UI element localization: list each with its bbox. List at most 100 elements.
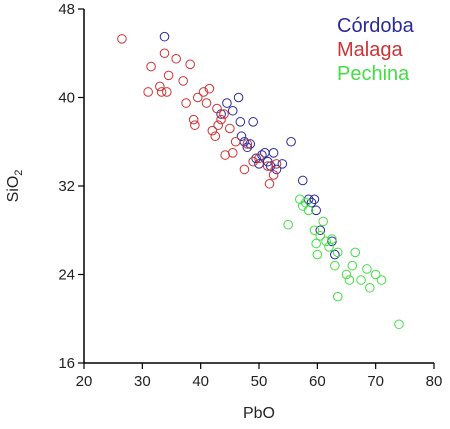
data-point — [330, 249, 340, 260]
data-point — [341, 269, 352, 280]
data-point — [257, 150, 267, 160]
data-point — [268, 148, 279, 158]
y-axis-ticks: 16 24 32 40 48 — [58, 1, 84, 372]
y-tick-label: 32 — [58, 178, 75, 195]
data-point — [312, 249, 323, 260]
data-point — [365, 282, 375, 293]
data-point — [311, 205, 321, 216]
data-point — [198, 87, 209, 97]
x-tick-label: 40 — [192, 373, 209, 390]
data-point — [327, 234, 337, 244]
data-point — [315, 225, 326, 236]
x-axis-ticks: 20 30 40 50 60 70 80 — [76, 363, 443, 390]
data-point — [190, 120, 200, 130]
data-point — [350, 247, 361, 258]
data-point — [268, 170, 279, 180]
data-point — [295, 194, 305, 205]
data-point — [286, 136, 296, 147]
y-tick-label: 16 — [58, 355, 75, 372]
data-point — [171, 53, 181, 64]
data-point — [330, 260, 340, 271]
data-point — [264, 178, 275, 189]
data-point — [332, 291, 343, 302]
data-point — [271, 164, 282, 175]
data-point — [347, 260, 358, 271]
x-tick-label: 50 — [251, 373, 268, 390]
data-point — [192, 92, 203, 103]
data-point — [265, 161, 276, 171]
data-point — [181, 98, 191, 108]
data-point — [356, 275, 366, 285]
data-point — [235, 117, 246, 127]
x-tick-label: 70 — [367, 373, 384, 390]
data-point — [207, 125, 218, 136]
data-point — [233, 92, 244, 103]
data-point — [327, 236, 337, 247]
data-point — [251, 153, 261, 164]
data-point — [117, 34, 127, 44]
data-point — [376, 275, 387, 285]
y-axis-title-subscript: 2 — [13, 170, 25, 176]
data-point — [370, 269, 381, 280]
data-point — [162, 87, 172, 97]
data-point — [159, 48, 170, 59]
data-point — [220, 150, 230, 160]
data-point — [309, 225, 320, 236]
data-point — [204, 83, 215, 94]
data-point — [262, 161, 273, 171]
data-point — [254, 153, 264, 164]
data-point — [213, 120, 223, 130]
data-point — [318, 216, 328, 227]
data-point — [143, 87, 153, 97]
data-point — [155, 81, 165, 92]
data-point — [362, 264, 372, 274]
legend-entry: Córdoba — [337, 15, 415, 37]
data-point — [303, 205, 314, 216]
data-point — [277, 159, 288, 169]
data-point — [332, 247, 343, 258]
data-point — [297, 175, 308, 186]
data-point — [227, 148, 238, 158]
data-point — [219, 109, 229, 119]
data-point — [159, 31, 170, 42]
data-point — [222, 98, 232, 108]
data-points — [117, 31, 404, 330]
data-point — [260, 148, 270, 158]
data-point — [344, 275, 355, 285]
x-tick-label: 60 — [309, 373, 326, 390]
data-point — [178, 76, 188, 86]
data-point — [225, 123, 235, 134]
data-point — [236, 131, 247, 142]
x-tick-label: 20 — [76, 373, 93, 390]
legend-entry: Malaga — [337, 39, 403, 61]
data-point — [227, 105, 238, 116]
data-point — [321, 236, 331, 247]
x-tick-label: 30 — [134, 373, 151, 390]
data-point — [156, 87, 167, 97]
y-tick-label: 48 — [58, 1, 75, 18]
data-point — [163, 70, 174, 81]
y-tick-label: 24 — [58, 267, 75, 284]
data-point — [394, 319, 404, 330]
data-point — [283, 219, 293, 230]
data-point — [210, 131, 221, 142]
data-point — [188, 114, 199, 125]
data-point — [201, 98, 212, 108]
data-point — [230, 136, 241, 147]
x-axis-title: PbO — [243, 405, 275, 422]
y-axis-title: SiO2 — [5, 170, 25, 203]
data-point — [309, 194, 320, 205]
x-tick-label: 80 — [426, 373, 443, 390]
y-tick-label: 40 — [58, 90, 75, 107]
data-point — [248, 117, 258, 127]
data-point — [315, 230, 326, 241]
legend-entry: Pechina — [337, 63, 410, 85]
data-point — [311, 238, 321, 249]
data-point — [248, 156, 258, 167]
data-point — [216, 114, 226, 125]
data-point — [245, 139, 256, 149]
data-point — [242, 139, 253, 149]
data-point — [271, 159, 282, 169]
